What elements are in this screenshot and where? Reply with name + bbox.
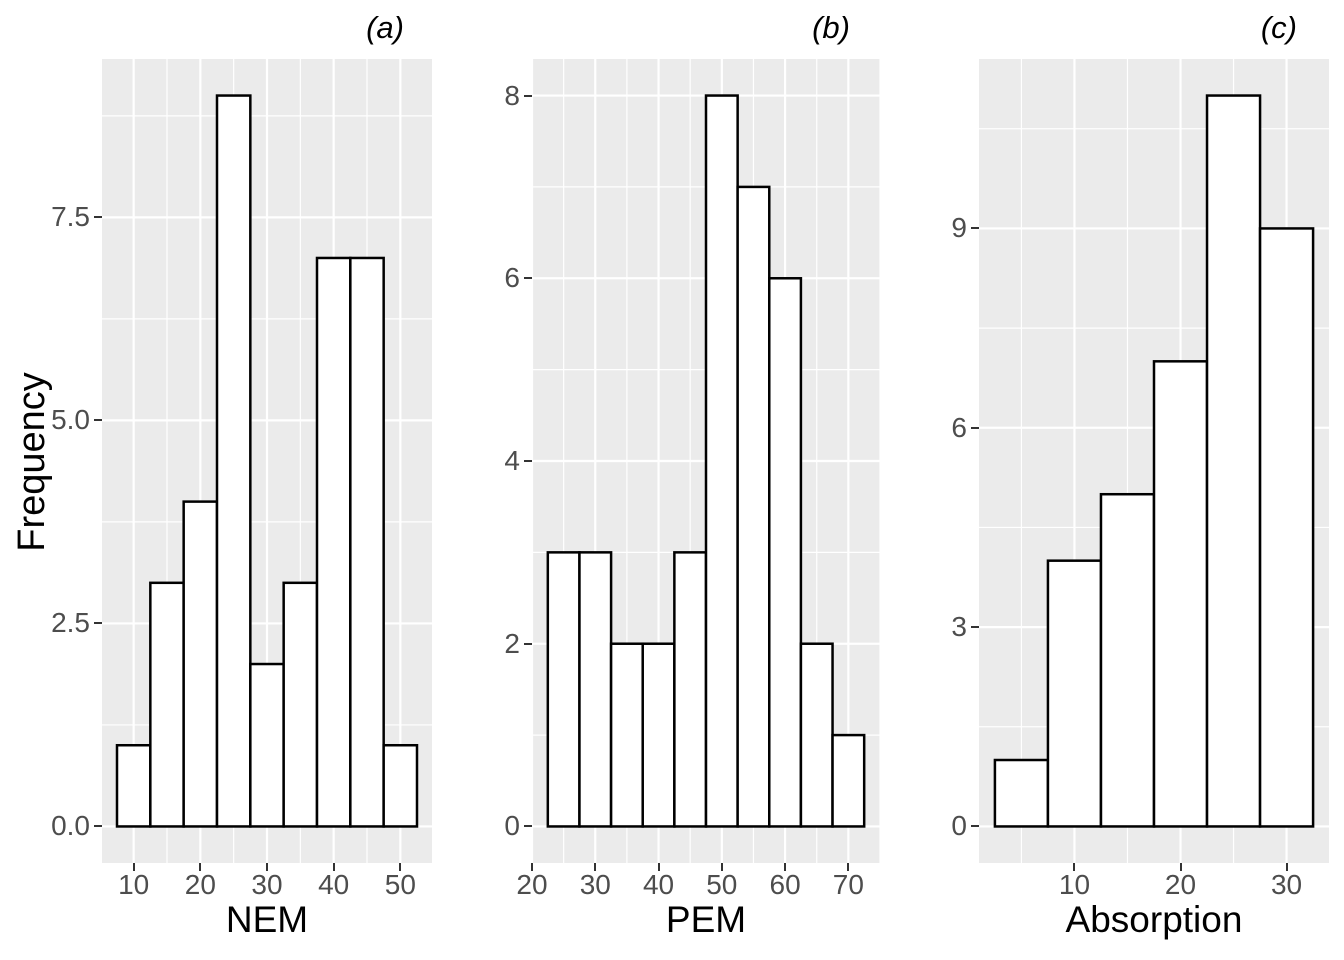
bar xyxy=(315,256,352,828)
bar xyxy=(736,185,771,828)
y-tick-label: 8 xyxy=(504,79,520,111)
bar xyxy=(182,500,219,828)
bar xyxy=(768,277,803,828)
y-tick-mark xyxy=(971,426,979,429)
x-tick-mark xyxy=(399,863,402,871)
x-tick-label: 60 xyxy=(769,869,801,900)
bar xyxy=(609,642,644,828)
x-tick-mark xyxy=(199,863,202,871)
y-tick-mark xyxy=(94,825,102,828)
y-tick-label: 7.5 xyxy=(51,201,90,233)
x-tick-mark xyxy=(1179,863,1182,871)
x-tick-label: 50 xyxy=(384,869,416,900)
bar xyxy=(1152,360,1209,828)
x-tick-mark xyxy=(594,863,597,871)
y-tick-mark xyxy=(524,825,532,828)
y-tick-label: 9 xyxy=(951,212,967,244)
y-tick-label: 5.0 xyxy=(51,404,90,436)
bar xyxy=(578,551,613,828)
x-tick-label: 20 xyxy=(516,869,548,900)
bar xyxy=(993,758,1050,828)
x-tick-mark xyxy=(531,863,533,871)
x-tick-mark xyxy=(1073,863,1076,871)
y-tick-mark xyxy=(94,216,102,219)
y-tick-label: 3 xyxy=(951,611,967,643)
y-tick-mark xyxy=(94,419,102,422)
y-tick-mark xyxy=(524,94,532,97)
x-axis-title-absorption: Absorption xyxy=(1065,899,1243,940)
bar xyxy=(546,551,581,828)
x-tick-label: 20 xyxy=(1164,869,1197,900)
x-axis-title-pem: PEM xyxy=(665,899,747,940)
panel-title-a: (a) xyxy=(366,10,404,45)
y-tick-label: 2 xyxy=(504,627,520,659)
y-tick-mark xyxy=(94,622,102,625)
y-tick-label: 2.5 xyxy=(51,607,90,639)
x-tick-label: 20 xyxy=(184,869,216,900)
histogram-plot-NEM xyxy=(102,59,432,863)
x-tick-label: 10 xyxy=(1058,869,1091,900)
panel-title-c: (c) xyxy=(1260,10,1297,45)
y-tick-mark xyxy=(524,642,532,645)
histogram-plot-PEM xyxy=(532,59,880,863)
x-tick-label: 30 xyxy=(251,869,283,900)
bar xyxy=(1046,559,1103,828)
bar xyxy=(641,642,676,828)
x-tick-label: 30 xyxy=(1270,869,1303,900)
bar xyxy=(149,581,185,828)
y-axis-title: Frequency xyxy=(11,372,53,552)
y-tick-mark xyxy=(524,277,532,280)
histogram-plot-Absorption xyxy=(979,59,1329,863)
bar xyxy=(382,743,419,828)
y-tick-mark xyxy=(524,460,532,462)
bar xyxy=(1099,492,1156,828)
bar xyxy=(1258,227,1315,828)
x-tick-label: 10 xyxy=(118,869,150,900)
x-tick-label: 30 xyxy=(579,869,611,900)
x-axis-title-nem: NEM xyxy=(225,899,309,940)
bar xyxy=(282,581,319,828)
bar xyxy=(1205,94,1262,828)
y-tick-mark xyxy=(971,227,979,230)
bar xyxy=(249,662,285,828)
bar xyxy=(349,256,385,828)
x-tick-mark xyxy=(784,863,787,871)
bar xyxy=(673,551,708,828)
y-tick-label: 0 xyxy=(951,810,967,842)
bar xyxy=(115,743,152,828)
y-tick-label: 4 xyxy=(504,445,520,476)
x-tick-mark xyxy=(332,863,335,871)
y-tick-label: 6 xyxy=(504,262,520,294)
x-tick-label: 50 xyxy=(706,869,738,900)
bar xyxy=(215,94,252,828)
x-tick-mark xyxy=(847,863,850,871)
y-tick-label: 6 xyxy=(951,411,967,443)
x-tick-label: 40 xyxy=(642,869,675,900)
y-tick-label: 0 xyxy=(504,810,520,842)
x-tick-mark xyxy=(720,863,723,871)
bar xyxy=(831,733,866,828)
y-tick-mark xyxy=(971,825,979,828)
x-tick-mark xyxy=(1285,863,1288,871)
y-tick-label: 0.0 xyxy=(51,810,90,842)
bar xyxy=(799,642,834,828)
x-tick-mark xyxy=(132,863,135,871)
x-tick-mark xyxy=(266,863,268,871)
bar xyxy=(704,94,739,828)
x-tick-label: 40 xyxy=(318,869,350,900)
y-tick-mark xyxy=(971,626,979,629)
panel-title-b: (b) xyxy=(812,10,850,45)
x-tick-mark xyxy=(657,863,660,871)
x-tick-label: 70 xyxy=(832,869,864,900)
